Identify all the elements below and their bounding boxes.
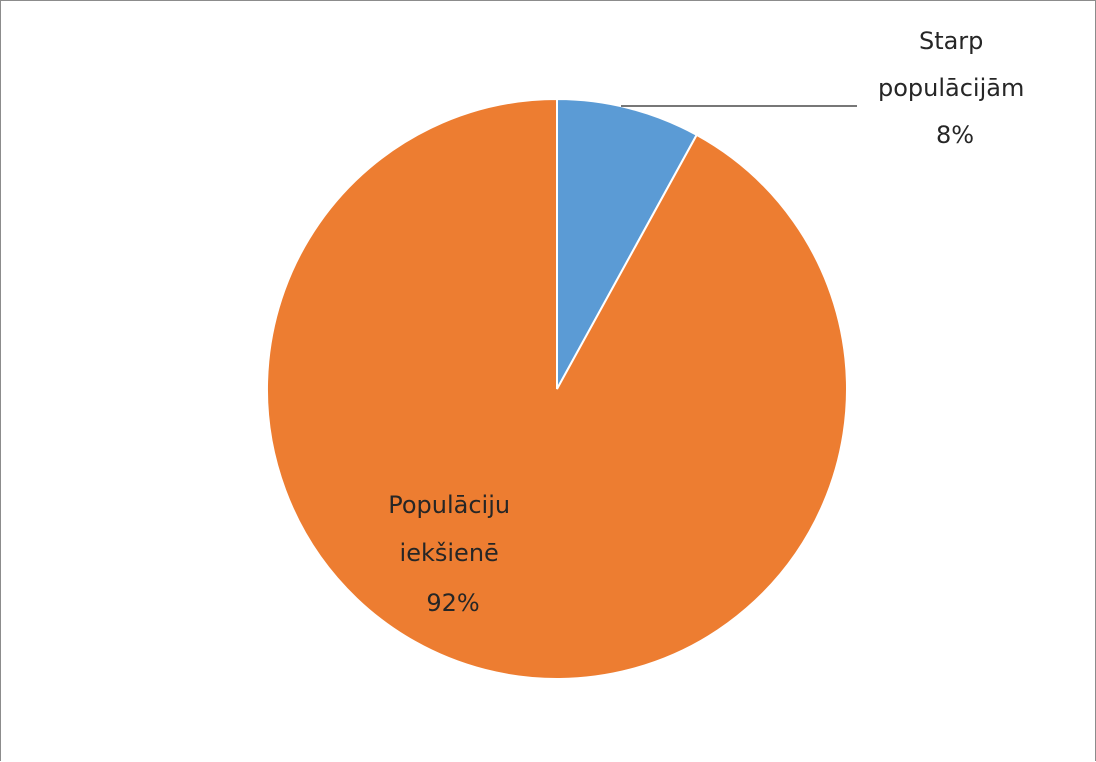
slice-label-starp-line2: populācijām: [878, 74, 1024, 102]
pie-slices: [266, 97, 849, 680]
slice-label-populaciju-line2: iekšienē: [400, 539, 499, 567]
slice-label-starp-line1: Starp: [919, 27, 983, 55]
pie-slice-starp: [556, 97, 699, 390]
slice-percent-starp: 8%: [936, 121, 974, 149]
slice-label-populaciju: Populāciju iekšienē 92%: [388, 491, 518, 617]
pie-slice-populaciju: [266, 97, 849, 680]
slice-label-starp: Starp populācijām 8%: [878, 27, 1032, 149]
slice-percent-populaciju: 92%: [426, 589, 479, 617]
slice-label-populaciju-line1: Populāciju: [388, 491, 510, 519]
